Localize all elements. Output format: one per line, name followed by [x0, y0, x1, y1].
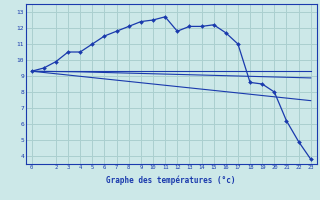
X-axis label: Graphe des températures (°c): Graphe des températures (°c)	[107, 176, 236, 185]
